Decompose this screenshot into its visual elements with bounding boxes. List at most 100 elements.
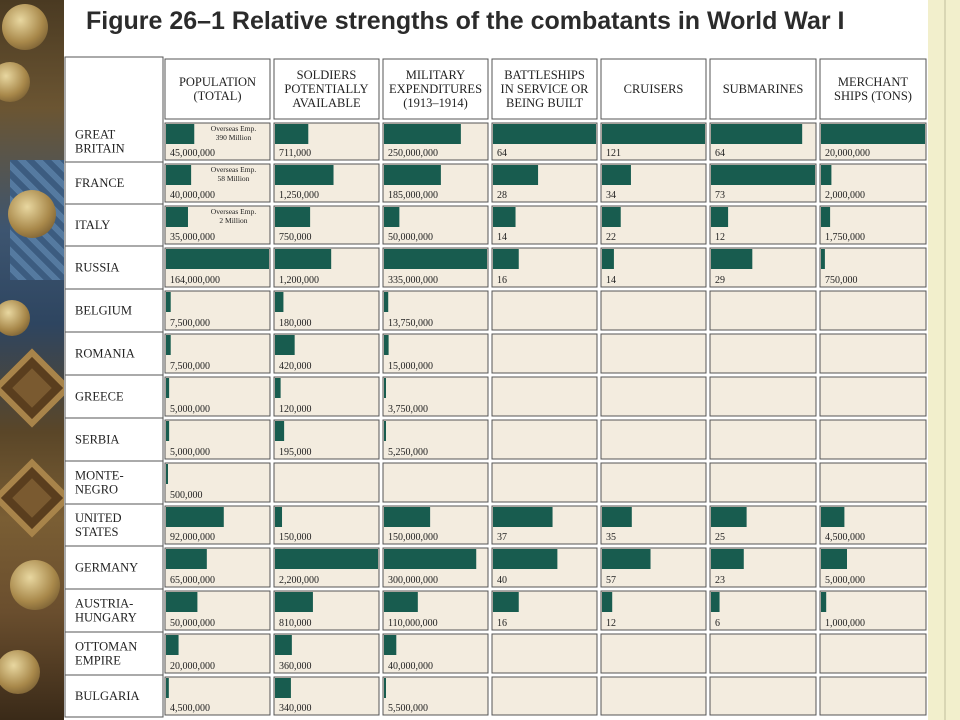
column-header-cell [273,58,380,120]
country-label: STATES [75,525,118,539]
country-label: EMPIRE [75,654,121,668]
data-cell [491,419,598,460]
data-bar [384,378,386,398]
data-cell [491,633,598,674]
country-label: RUSSIA [75,261,119,275]
data-bar [493,507,553,527]
country-label: UNITED [75,511,122,525]
column-header-text: AVAILABLE [292,96,361,110]
data-bar [384,592,418,612]
column-header-text: MERCHANT [838,75,909,89]
data-cell [709,633,817,674]
country-label: SERBIA [75,433,119,447]
data-cell [709,376,817,417]
value-label: 150,000 [279,532,312,543]
data-cell [164,633,271,674]
value-label: 6 [715,618,720,629]
data-bar [711,507,747,527]
data-bar [711,249,753,269]
value-label: 29 [715,275,725,286]
overseas-empire-note: 58 Million [218,174,250,183]
value-label: 12 [715,232,725,243]
data-bar [384,635,397,655]
data-cell [273,505,380,545]
data-bar [493,165,539,185]
column-header-text: BATTLESHIPS [504,68,585,82]
data-cell [600,462,707,503]
data-cell [382,376,489,417]
data-cell [819,590,927,631]
country-label: MONTE- [75,469,124,483]
country-label: GREAT [75,128,116,142]
data-cell [819,633,927,674]
data-bar [275,165,334,185]
value-label: 37 [497,532,507,543]
value-label: 22 [606,232,616,243]
country-label: BRITAIN [75,142,125,156]
data-bar [275,335,295,355]
column-header-text: SHIPS (TONS) [834,89,912,103]
data-cell [819,290,927,331]
value-label: 750,000 [825,275,858,286]
value-label: 12 [606,618,616,629]
value-label: 711,000 [279,148,311,159]
data-bar [275,549,378,569]
data-bar [275,292,284,312]
data-cell [819,163,927,203]
column-header-text: (TOTAL) [193,89,241,103]
value-label: 810,000 [279,618,312,629]
value-label: 28 [497,190,507,201]
data-cell [600,247,707,288]
data-cell [491,462,598,503]
value-label: 13,750,000 [388,318,433,329]
value-label: 65,000,000 [170,575,215,586]
data-cell [164,676,271,716]
data-cell [819,676,927,716]
column-header-cell [819,58,927,120]
value-label: 7,500,000 [170,318,210,329]
data-bar [384,249,487,269]
data-bar [384,207,400,227]
data-cell [382,419,489,460]
data-bar [275,678,291,698]
column-header-text: IN SERVICE OR [501,82,590,96]
data-bar [166,421,170,441]
value-label: 250,000,000 [388,148,438,159]
value-label: 40,000,000 [388,661,433,672]
country-label: ITALY [75,218,110,232]
value-label: 300,000,000 [388,575,438,586]
country-label: HUNGARY [75,611,137,625]
decorative-medal-photo [0,0,64,720]
data-bar [384,421,386,441]
value-label: 110,000,000 [388,618,438,629]
value-label: 35 [606,532,616,543]
data-bar [711,124,803,144]
data-bar [166,207,188,227]
data-cell [273,676,380,716]
data-bar [166,378,170,398]
combatant-strength-chart: POPULATION(TOTAL) SOLDIERSPOTENTIALLYAVAI… [64,56,928,718]
column-header-text: MILITARY [406,68,465,82]
value-label: 2,200,000 [279,575,319,586]
value-label: 500,000 [170,490,203,501]
value-label: 40,000,000 [170,190,215,201]
data-cell [273,376,380,417]
value-label: 164,000,000 [170,275,220,286]
column-header-text: SUBMARINES [723,82,804,96]
value-label: 1,750,000 [825,232,865,243]
value-label: 15,000,000 [388,361,433,372]
overseas-empire-note: Overseas Emp. [211,124,257,133]
data-cell [491,290,598,331]
data-bar [166,507,224,527]
data-bar [493,207,516,227]
value-label: 2,000,000 [825,190,865,201]
country-label: GERMANY [75,561,138,575]
data-cell [164,333,271,374]
value-label: 5,250,000 [388,447,428,458]
country-label: BULGARIA [75,689,140,703]
data-cell [600,590,707,631]
column-header-cell [600,58,707,120]
country-label: FRANCE [75,176,125,190]
data-cell [164,462,271,503]
value-label: 25 [715,532,725,543]
